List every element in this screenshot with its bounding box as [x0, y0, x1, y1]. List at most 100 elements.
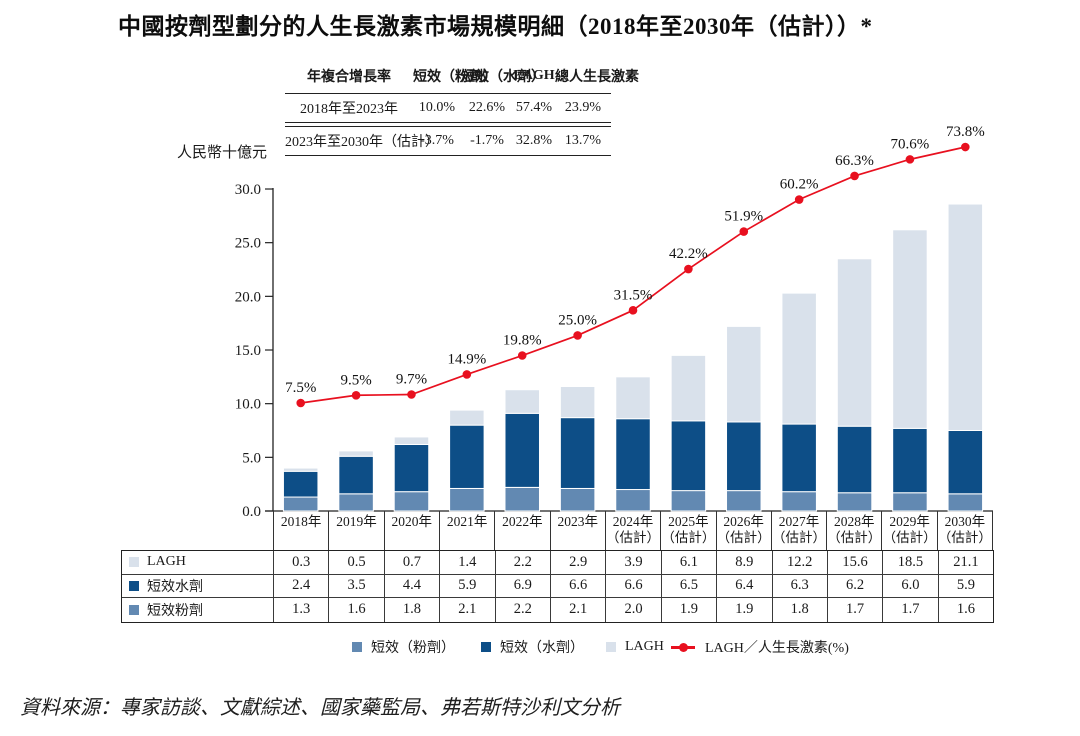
cagr-value: 57.4% [515, 100, 553, 115]
trend-point [905, 155, 915, 164]
table-cell: 3.9 [606, 551, 662, 574]
table-cell: 6.3 [773, 574, 828, 597]
trend-point [462, 370, 472, 379]
bar-segment [393, 491, 430, 512]
bar-segment [615, 418, 651, 491]
cagr-header-row: 年複合增長率 短效（粉劑） 短效（水劑） LAGH 總人生長激素 [285, 58, 639, 94]
table-cell: 5.9 [956, 577, 975, 594]
y-tick-label: 5.0 [242, 450, 261, 466]
year-cell: 2027年 （估計） [771, 511, 828, 550]
cagr-row-2023-2030: 2023年至2030年（估計） -3.7% -1.7% 32.8% 13.7% [285, 127, 611, 155]
table-cell: 2.2 [496, 598, 551, 622]
bar-segment [559, 417, 596, 489]
table-cell: 15.6 [828, 551, 884, 574]
cagr-row-2018-2023: 2018年至2023年 10.0% 22.6% 57.4% 23.9% [285, 94, 611, 122]
bar-segment [282, 467, 319, 472]
legend-swatch-lagh [606, 642, 616, 652]
table-cell: 1.8 [385, 598, 441, 622]
y-axis-unit-label: 人民幣十億元 [177, 145, 268, 161]
bar-segment [559, 385, 596, 419]
table-cell: 6.6 [551, 574, 607, 597]
bar-segment [282, 496, 319, 512]
bar-segment [449, 487, 485, 512]
cagr-value: 10.0% [418, 100, 456, 115]
table-cell: 2.2 [496, 551, 551, 574]
bar-segment [338, 493, 374, 512]
table-row: 短效水劑 2.4 3.5 4.4 5.9 6.9 6.6 6.6 6.5 6.4 6.3 6.2 6.0… [122, 574, 993, 598]
table-cell: 2.1 [440, 598, 496, 622]
page-title: 中國按劑型劃分的人生長激素市場規模明細（2018年至2030年（估計））* [118, 14, 873, 39]
year-note: （估計） [882, 529, 937, 545]
cagr-double-rule [285, 122, 611, 127]
source-note: 資料來源：專家訪談、文獻綜述、國家藥監局、弗若斯特沙利文分析 [20, 697, 620, 719]
bar-segment [449, 424, 485, 489]
y-tick-label: 20.0 [235, 289, 261, 305]
table-cell: 1.6 [329, 598, 385, 622]
bar-segment [670, 420, 707, 492]
year-label: 2021年 [446, 514, 488, 529]
year-label: 2023年 [557, 514, 598, 529]
table-cell: 18.5 [883, 551, 939, 574]
y-tick-label: 25.0 [235, 236, 261, 252]
year-label: 2029年 [889, 514, 930, 529]
year-label: 2028年 [834, 514, 875, 529]
table-cell: 1.7 [828, 598, 884, 622]
trend-point [351, 390, 361, 400]
legend-line-dot-icon [679, 642, 688, 652]
table-cell: 2.0 [606, 598, 662, 622]
year-cell: 2030年 （估計） [938, 511, 994, 550]
year-note: （估計） [606, 529, 661, 545]
bar-segment [726, 325, 762, 423]
x-axis-year-header: 2018年 2019年 2020年 2021年 2022年 2023年 2024年 （估計） 2… [273, 511, 994, 550]
trend-point [407, 390, 416, 399]
table-cell: 6.9 [496, 574, 551, 597]
bar-segment [781, 423, 817, 493]
bar-segment [449, 409, 485, 426]
year-label: 2026年 [723, 514, 764, 529]
cagr-value: 23.9% [564, 100, 602, 115]
bar-segment [947, 493, 984, 512]
year-cell: 2020年 [385, 511, 440, 550]
trend-point-label: 70.6% [891, 136, 930, 152]
trend-point-label: 14.9% [447, 351, 486, 367]
cagr-value: -3.7% [420, 133, 454, 148]
year-cell: 2025年 （估計） [661, 511, 717, 550]
table-cell: 6.6 [606, 574, 662, 597]
y-tick-label: 30.0 [235, 182, 261, 198]
year-note: （估計） [827, 529, 882, 545]
table-row-label-text: 短效水劑 [147, 579, 203, 595]
year-note: （估計） [771, 529, 826, 545]
cagr-header-label: 年複合增長率 [307, 69, 391, 85]
legend-item-lagh: LAGH [606, 639, 664, 655]
table-row-swatch-icon [129, 557, 139, 568]
table-cell: 6.1 [662, 551, 718, 574]
bar-segment [282, 470, 319, 498]
table-cell: 8.9 [717, 551, 773, 574]
trend-point [739, 227, 749, 236]
year-cell: 2026年 （估計） [717, 511, 772, 550]
table-cell: 1.9 [662, 598, 718, 622]
trend-point-label: 42.2% [669, 246, 708, 262]
bar-segment [892, 229, 928, 429]
table-row-label: 短效水劑 [122, 574, 274, 597]
year-cell: 2021年 [440, 511, 496, 550]
year-label: 2020年 [391, 514, 433, 529]
trend-point-label: 73.8% [946, 124, 985, 140]
cagr-table: 年複合增長率 短效（粉劑） 短效（水劑） LAGH 總人生長激素 2018年至2… [285, 58, 639, 156]
cagr-header-lagh: LAGH [513, 67, 555, 83]
legend-label-short-liquid: 短效（水劑） [500, 641, 584, 656]
table-cell: 2.1 [551, 598, 607, 622]
legend-line-marker-icon [671, 642, 695, 652]
table-row-label: LAGH [122, 551, 274, 574]
bar-segment [836, 258, 873, 427]
table-cell: 2.9 [551, 551, 607, 574]
table-cell: 6.5 [662, 574, 718, 597]
bar-segment [726, 421, 762, 492]
legend-item-trend-line: LAGH／人生長激素(%) [671, 639, 849, 656]
trend-point-label: 19.8% [503, 333, 542, 349]
bar-segment [726, 490, 762, 512]
cagr-row-label: 2018年至2023年 [300, 102, 398, 117]
cagr-value: 13.7% [564, 133, 602, 148]
bar-segment [892, 492, 928, 512]
bar-segment [559, 487, 596, 512]
